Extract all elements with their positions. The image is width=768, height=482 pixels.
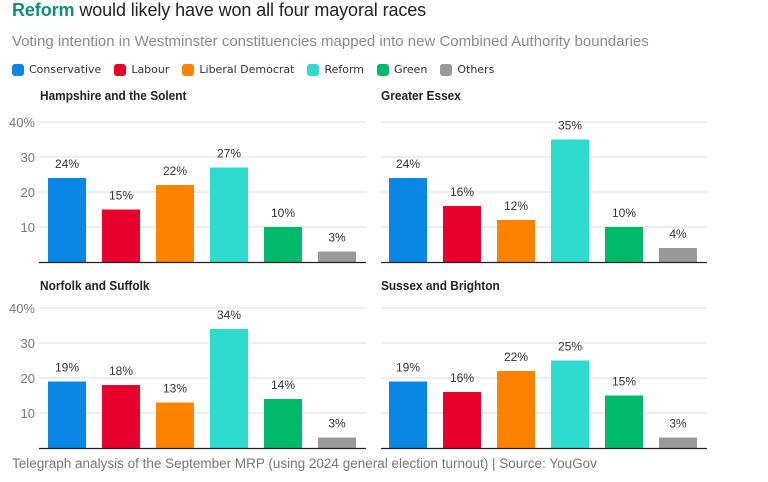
bar-value-label: 19%: [55, 361, 79, 375]
bar-value-label: 3%: [328, 231, 346, 245]
panel-title-essex: Greater Essex: [381, 89, 461, 103]
legend-item-labour: Labour: [114, 63, 169, 76]
y-tick-label: 10: [21, 220, 35, 235]
legend-label: Liberal Democrat: [199, 63, 295, 76]
y-tick-label: 20: [21, 185, 35, 200]
legend-swatch: [440, 63, 453, 76]
y-tick-label: 40%: [9, 115, 35, 130]
bar-green: [264, 227, 302, 262]
bar-others: [318, 251, 356, 262]
bar-value-label: 14%: [271, 378, 295, 392]
bar-liberal-democrat: [497, 371, 535, 448]
legend-item-others: Others: [440, 63, 494, 76]
bar-value-label: 12%: [504, 199, 528, 213]
legend-label: Others: [457, 63, 495, 76]
chart-subtitle: Voting intention in Westminster constitu…: [12, 33, 649, 50]
bar-green: [605, 227, 643, 262]
bar-labour: [443, 392, 481, 448]
bar-conservative: [48, 381, 86, 448]
legend-item-green: Green: [377, 63, 427, 76]
panel-title-sussex: Sussex and Brighton: [381, 279, 500, 293]
legend-swatch: [182, 63, 195, 76]
bar-value-label: 22%: [163, 164, 187, 178]
bar-conservative: [389, 178, 427, 262]
legend-label: Labour: [131, 63, 170, 76]
y-tick-label: 20: [21, 371, 35, 386]
bar-value-label: 25%: [558, 340, 582, 354]
legend-swatch: [377, 63, 390, 76]
panel-title-hampshire: Hampshire and the Solent: [40, 89, 187, 103]
bar-green: [264, 399, 302, 448]
bar-value-label: 18%: [109, 364, 133, 378]
bar-value-label: 34%: [217, 308, 241, 322]
legend-swatch: [12, 63, 24, 76]
bar-others: [659, 248, 697, 262]
y-tick-label: 10: [21, 406, 35, 421]
bar-labour: [443, 206, 481, 262]
bar-reform: [551, 360, 589, 448]
y-tick-label: 30: [21, 150, 35, 165]
bar-value-label: 24%: [55, 157, 79, 171]
bar-value-label: 10%: [612, 206, 636, 220]
bar-labour: [102, 209, 140, 262]
bar-value-label: 15%: [612, 375, 636, 389]
bar-value-label: 27%: [217, 147, 241, 161]
bar-others: [318, 437, 356, 448]
bar-conservative: [389, 381, 427, 448]
bar-reform: [551, 139, 589, 262]
legend: Conservative Labour Liberal Democrat Ref…: [12, 63, 507, 76]
panel-title-norfolk: Norfolk and Suffolk: [40, 279, 150, 293]
chart-title: Reform would likely have won all four ma…: [12, 0, 426, 21]
bar-liberal-democrat: [156, 185, 194, 262]
legend-label: Green: [394, 63, 428, 76]
bar-liberal-democrat: [156, 402, 194, 448]
bar-value-label: 19%: [396, 361, 420, 375]
legend-swatch: [114, 63, 127, 76]
source-footer: Telegraph analysis of the September MRP …: [12, 456, 597, 471]
legend-item-liberal-democrat: Liberal Democrat: [182, 63, 294, 76]
title-rest: would likely have won all four mayoral r…: [74, 0, 427, 20]
legend-swatch: [307, 63, 320, 76]
bar-labour: [102, 385, 140, 448]
bar-value-label: 3%: [328, 417, 346, 431]
legend-label: Reform: [324, 63, 365, 76]
bar-value-label: 16%: [450, 185, 474, 199]
legend-item-conservative: Conservative: [12, 63, 101, 76]
bar-value-label: 24%: [396, 157, 420, 171]
bar-reform: [210, 329, 248, 448]
y-tick-label: 40%: [9, 301, 35, 316]
bar-value-label: 10%: [271, 206, 295, 220]
bar-others: [659, 437, 697, 448]
bar-green: [605, 395, 643, 448]
bar-value-label: 4%: [669, 227, 687, 241]
legend-item-reform: Reform: [307, 63, 364, 76]
bar-liberal-democrat: [497, 220, 535, 262]
bar-value-label: 15%: [109, 189, 133, 203]
bar-reform: [210, 167, 248, 262]
legend-label: Conservative: [29, 63, 102, 76]
title-highlight: Reform: [12, 0, 75, 20]
bar-value-label: 3%: [669, 417, 687, 431]
bar-value-label: 22%: [504, 350, 528, 364]
bar-value-label: 35%: [558, 119, 582, 133]
bar-conservative: [48, 178, 86, 262]
bar-value-label: 13%: [163, 382, 187, 396]
y-tick-label: 30: [21, 336, 35, 351]
bar-value-label: 16%: [450, 371, 474, 385]
